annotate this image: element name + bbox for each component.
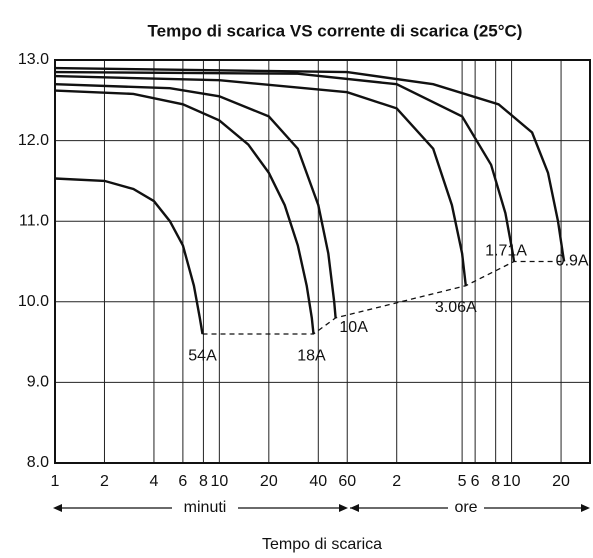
y-tick-label: 10.0 <box>18 293 49 310</box>
x-group-label: minuti <box>184 499 227 516</box>
x-tick-label: 2 <box>100 473 109 490</box>
arrow-head <box>339 504 348 512</box>
line <box>54 66 566 262</box>
arrow-head <box>581 504 590 512</box>
y-tick-label: 13.0 <box>18 51 49 68</box>
series-label: 1.71A <box>485 243 527 260</box>
line <box>54 70 516 262</box>
x-tick-label: 6 <box>471 473 480 490</box>
x-tick-label: 40 <box>309 473 327 490</box>
x-tick-label: 2 <box>392 473 401 490</box>
chart-title: Tempo di scarica VS corrente di scarica … <box>148 21 523 40</box>
series-label: 3.06A <box>435 299 477 316</box>
x-tick-label: 4 <box>149 473 158 490</box>
y-tick-label: 9.0 <box>27 374 49 391</box>
line <box>54 177 204 335</box>
y-tick-label: 12.0 <box>18 132 49 149</box>
x-axis-label: Tempo di scarica <box>262 536 382 553</box>
arrow-heads <box>53 504 590 512</box>
arrow-head <box>53 504 62 512</box>
x-tick-label: 1 <box>51 473 60 490</box>
x-tick-label: 20 <box>552 473 570 490</box>
x-group-label: ore <box>454 499 477 516</box>
series-label: 0.9A <box>556 253 589 270</box>
x-tick-label: 60 <box>338 473 356 490</box>
arrow-head <box>350 504 359 512</box>
series-label: 10A <box>339 319 368 336</box>
x-tick-label: 10 <box>503 473 521 490</box>
x-tick-label: 8 <box>491 473 500 490</box>
plot-frame <box>54 59 591 464</box>
x-tick-label: 6 <box>178 473 187 490</box>
series-label: 18A <box>297 347 326 364</box>
end-voltage-line <box>202 260 565 335</box>
y-tick-label: 8.0 <box>27 454 49 471</box>
x-tick-label: 8 <box>199 473 208 490</box>
x-tick-label: 5 <box>458 473 467 490</box>
x-tick-label: 10 <box>210 473 228 490</box>
line <box>54 74 467 286</box>
x-tick-label: 20 <box>260 473 278 490</box>
y-tick-label: 11.0 <box>19 212 49 229</box>
line <box>54 83 337 319</box>
series-label: 54A <box>188 347 217 364</box>
line <box>54 89 315 335</box>
